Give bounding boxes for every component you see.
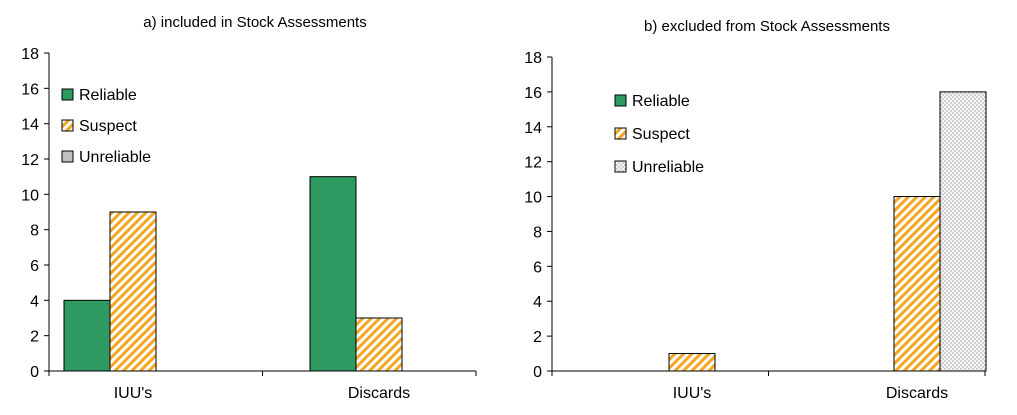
legend-label: Suspect [632,126,690,143]
legend-swatch [614,160,627,173]
y-tick-label: 10 [21,187,39,204]
legend-label: Unreliable [632,159,704,176]
y-tick-label: 0 [533,364,542,381]
bar-suspect-1 [893,196,941,372]
bar-suspect-0 [109,211,157,372]
legend-swatch [614,127,627,140]
bar-suspect-0 [668,353,716,372]
y-tick-label: 6 [30,258,39,275]
bar-unreliable-1 [939,91,987,372]
legend-swatch [614,94,627,107]
y-tick-label: 10 [524,190,542,207]
y-tick-label: 2 [533,329,542,346]
legend-label: Unreliable [79,149,151,166]
y-tick-label: 18 [524,50,542,67]
legend-swatch [61,150,74,163]
chart-title: a) included in Stock Assessments [143,14,366,31]
y-tick-label: 18 [21,46,39,63]
chart-panel-a: a) included in Stock Assessments 0 2 4 6 8 10 1… [21,14,477,402]
y-tick-label: 8 [533,224,542,241]
chart-panel-b: b) excluded from Stock Assessments 0 2 4 6 8 1… [524,18,987,402]
y-tick-label: 16 [21,81,39,98]
y-tick-label: 6 [533,259,542,276]
legend-label: Suspect [79,118,137,135]
bar-suspect-1 [355,317,403,372]
x-tick-label: Discards [886,385,948,402]
y-tick-label: 8 [30,223,39,240]
x-tick-label: Discards [348,385,410,402]
x-tick-label: IUU's [114,385,153,402]
chart-title: b) excluded from Stock Assessments [644,18,890,35]
y-tick-label: 14 [524,120,542,137]
y-tick-label: 2 [30,329,39,346]
legend-swatch [61,88,74,101]
legend-label: Reliable [79,87,137,104]
legend-swatch [61,119,74,132]
legend-label: Reliable [632,93,690,110]
y-tick-label: 0 [30,364,39,381]
bar-reliable-0 [63,299,111,372]
x-tick-label: IUU's [673,385,712,402]
y-tick-label: 12 [524,155,542,172]
y-tick-label: 4 [30,293,39,310]
y-tick-label: 14 [21,117,39,134]
y-tick-label: 16 [524,85,542,102]
y-tick-label: 12 [21,152,39,169]
bar-reliable-1 [309,176,357,372]
y-tick-label: 4 [533,294,542,311]
